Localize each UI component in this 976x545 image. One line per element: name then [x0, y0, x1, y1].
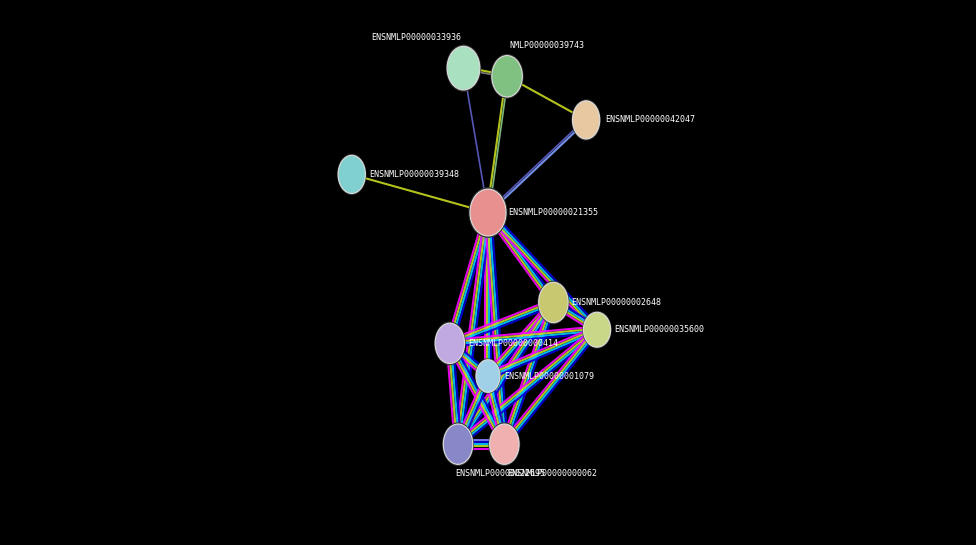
Ellipse shape — [571, 99, 601, 141]
Text: ENSNMLP00000002648: ENSNMLP00000002648 — [571, 298, 662, 307]
Text: ENSNMLP00000042047: ENSNMLP00000042047 — [605, 116, 695, 124]
Ellipse shape — [492, 56, 522, 97]
Ellipse shape — [573, 101, 599, 139]
Ellipse shape — [539, 282, 568, 323]
Text: NMLP00000039743: NMLP00000039743 — [509, 41, 585, 50]
Ellipse shape — [491, 54, 523, 99]
Ellipse shape — [338, 155, 365, 193]
Ellipse shape — [337, 154, 366, 195]
Ellipse shape — [476, 360, 500, 392]
Ellipse shape — [468, 187, 508, 238]
Text: ENSNMLP00000001079: ENSNMLP00000001079 — [505, 372, 594, 380]
Text: ENSNMLP00000035600: ENSNMLP00000035600 — [615, 325, 705, 334]
Ellipse shape — [446, 45, 481, 92]
Ellipse shape — [447, 46, 480, 90]
Ellipse shape — [443, 424, 472, 464]
Ellipse shape — [584, 312, 611, 347]
Text: ENSNMLP00000021355: ENSNMLP00000021355 — [508, 208, 598, 217]
Ellipse shape — [435, 323, 465, 364]
Text: ENSNMLP00000033936: ENSNMLP00000033936 — [371, 33, 461, 42]
Text: ENSNMLP00000000414: ENSNMLP00000000414 — [468, 339, 558, 348]
Ellipse shape — [538, 281, 569, 324]
Ellipse shape — [442, 422, 474, 466]
Ellipse shape — [434, 322, 466, 365]
Ellipse shape — [490, 424, 519, 464]
Ellipse shape — [475, 359, 501, 393]
Ellipse shape — [583, 311, 612, 349]
Text: ENSNMLP00000039348: ENSNMLP00000039348 — [370, 170, 460, 179]
Ellipse shape — [488, 422, 520, 466]
Text: ENSNMLP00000022695: ENSNMLP00000022695 — [455, 469, 546, 478]
Text: ENSNMLP00000000062: ENSNMLP00000000062 — [508, 469, 597, 478]
Ellipse shape — [470, 189, 506, 236]
